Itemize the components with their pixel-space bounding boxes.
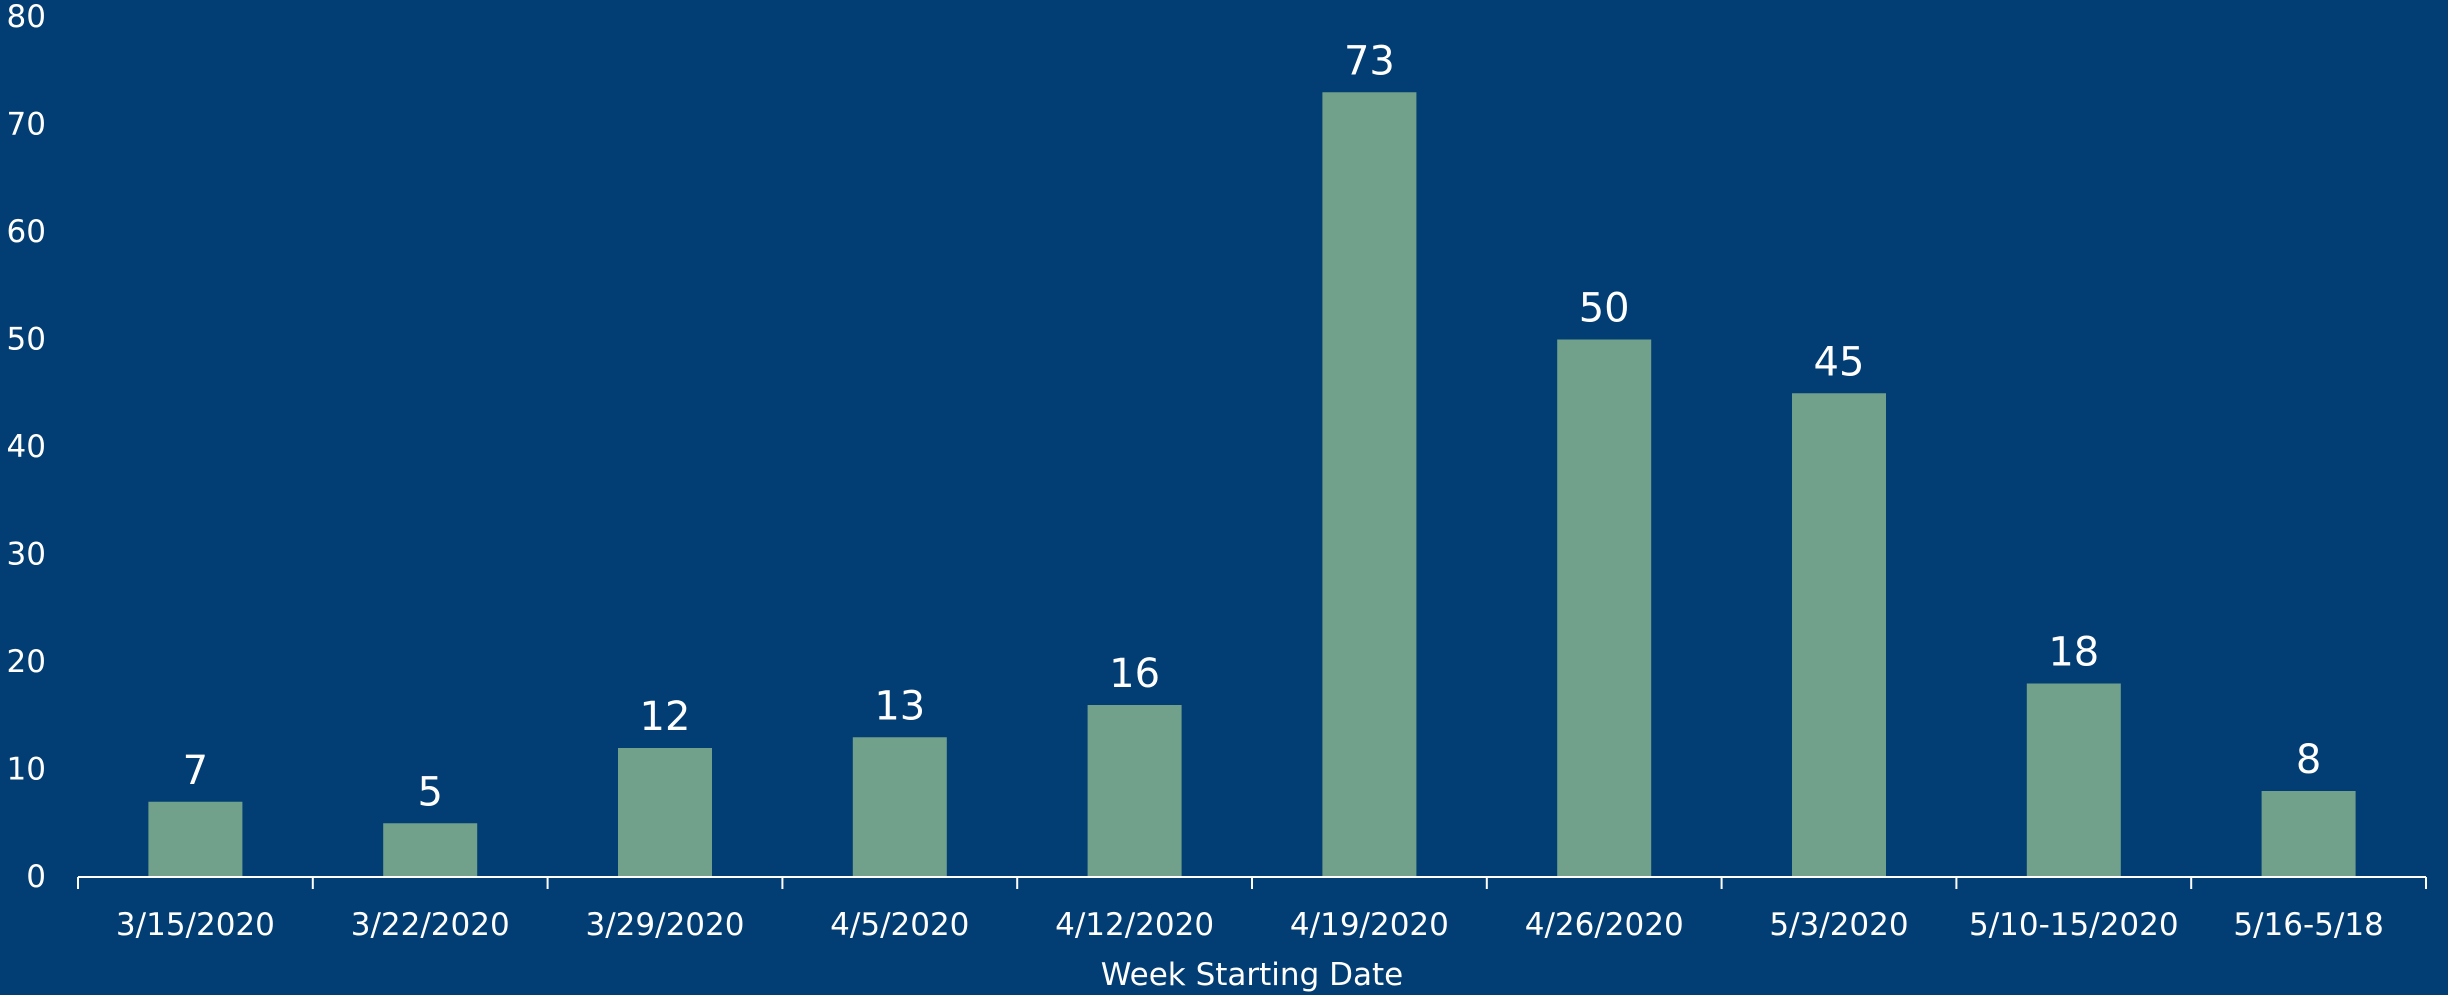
bar-value-label: 50 bbox=[1579, 286, 1630, 332]
bar-value-label: 16 bbox=[1109, 651, 1160, 697]
x-tick-label: 3/29/2020 bbox=[586, 907, 745, 943]
bar bbox=[1792, 393, 1886, 877]
bar bbox=[618, 748, 712, 877]
bar-series bbox=[148, 92, 2356, 877]
y-tick-label: 70 bbox=[7, 107, 46, 143]
bar bbox=[852, 737, 947, 877]
y-tick-label: 50 bbox=[7, 322, 46, 358]
x-axis-tick-labels: 3/15/2020 3/22/2020 3/29/2020 4/5/2020 4/12/… bbox=[116, 907, 2384, 943]
data-labels: 7 5 12 13 16 73 50 45 18 8 bbox=[183, 38, 2322, 815]
x-axis-title: Week Starting Date bbox=[1101, 957, 1403, 993]
y-tick-label: 40 bbox=[7, 429, 46, 465]
bar-value-label: 73 bbox=[1344, 38, 1395, 84]
bar-value-label: 8 bbox=[2296, 737, 2321, 783]
bar bbox=[1322, 92, 1417, 877]
x-tick-label: 5/16-5/18 bbox=[2233, 907, 2383, 943]
x-tick-label: 5/10-15/2020 bbox=[1969, 907, 2179, 943]
y-axis-ticks: 0 10 20 30 40 50 60 70 80 bbox=[7, 0, 46, 895]
bar-value-label: 5 bbox=[417, 769, 442, 815]
x-tick-label: 3/22/2020 bbox=[351, 907, 510, 943]
x-tick-label: 5/3/2020 bbox=[1769, 907, 1908, 943]
x-axis bbox=[77, 876, 2427, 889]
bar bbox=[1557, 339, 1652, 877]
y-tick-label: 10 bbox=[7, 752, 46, 788]
x-tick-label: 4/5/2020 bbox=[830, 907, 969, 943]
bar-value-label: 13 bbox=[874, 683, 925, 729]
bar-value-label: 18 bbox=[2048, 630, 2099, 676]
bar bbox=[148, 801, 243, 877]
bar bbox=[383, 823, 478, 877]
bar bbox=[1087, 705, 1182, 877]
bar-value-label: 12 bbox=[640, 694, 691, 740]
x-tick-label: 3/15/2020 bbox=[116, 907, 275, 943]
y-tick-label: 0 bbox=[26, 859, 46, 895]
bar-value-label: 7 bbox=[183, 748, 208, 794]
y-tick-label: 30 bbox=[7, 537, 46, 573]
bar-value-label: 45 bbox=[1814, 339, 1865, 385]
y-tick-label: 80 bbox=[7, 0, 46, 35]
x-tick-label: 4/19/2020 bbox=[1290, 907, 1449, 943]
y-tick-label: 60 bbox=[7, 214, 46, 250]
x-tick-label: 4/12/2020 bbox=[1055, 907, 1214, 943]
y-tick-label: 20 bbox=[7, 644, 46, 680]
bar bbox=[2026, 683, 2121, 877]
x-tick-label: 4/26/2020 bbox=[1525, 907, 1684, 943]
bar bbox=[2261, 791, 2356, 877]
